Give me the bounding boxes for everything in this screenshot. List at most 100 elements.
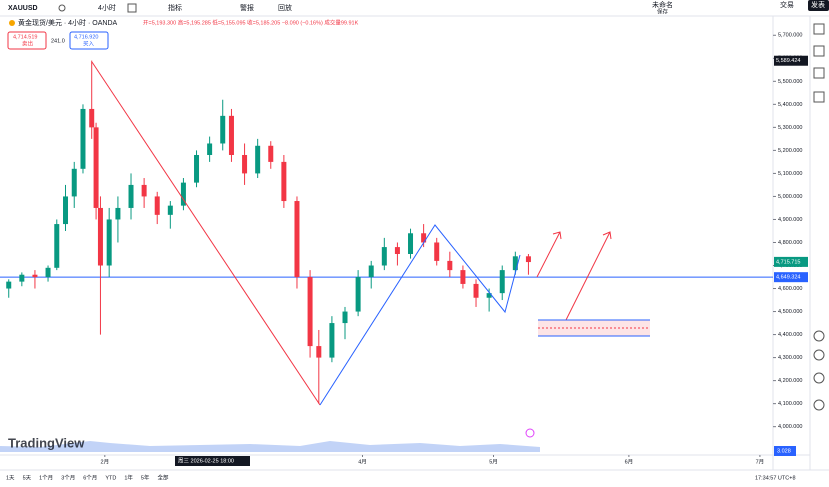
- save[interactable]: 保存: [657, 7, 669, 15]
- y-tick-label: 4,600.000: [778, 286, 802, 292]
- y-tick-label: 4,400.000: [778, 332, 802, 338]
- candle-body: [45, 267, 51, 278]
- legend-title: 黄金现货/美元 · 4小时 · OANDA: [18, 18, 118, 27]
- trend-line[interactable]: [319, 224, 521, 406]
- watchlist-icon[interactable]: [813, 23, 825, 35]
- sell-label[interactable]: 卖出: [22, 39, 33, 47]
- candle-body: [63, 196, 69, 225]
- x-tick-label: 2月: [101, 458, 110, 465]
- range-button[interactable]: 6个月: [83, 474, 97, 481]
- compare-icon[interactable]: [58, 4, 66, 12]
- y-tick-label: 5,100.000: [778, 171, 802, 177]
- y-tick-label: 5,400.000: [778, 102, 802, 108]
- price-label: 4,715.715: [776, 259, 800, 265]
- candle-body: [381, 247, 387, 266]
- candle-body: [220, 115, 226, 144]
- replay[interactable]: 回放: [278, 3, 292, 12]
- y-tick-label: 4,100.000: [778, 401, 802, 407]
- alerts-icon[interactable]: [813, 45, 825, 57]
- x-tick-label: 5月: [489, 458, 498, 465]
- volume-label: 3.028: [777, 448, 791, 454]
- ideas-icon[interactable]: [813, 349, 825, 361]
- chart-type-icon[interactable]: [127, 3, 137, 13]
- candle-body: [71, 168, 77, 197]
- candle-body: [19, 274, 25, 282]
- chat-icon[interactable]: [813, 91, 825, 103]
- candle-body: [460, 270, 466, 284]
- range-button[interactable]: 全部: [157, 473, 169, 481]
- buy-price[interactable]: 4,716.920: [74, 34, 98, 40]
- arrow[interactable]: [536, 231, 562, 278]
- trade[interactable]: 交易: [780, 0, 794, 9]
- news-icon[interactable]: [813, 372, 825, 384]
- y-tick-label: 5,300.000: [778, 125, 802, 131]
- spread: 241.0: [51, 38, 65, 44]
- candle-body: [167, 205, 173, 215]
- candle-body: [194, 154, 200, 183]
- candle-body: [180, 182, 186, 206]
- publish[interactable]: 发表: [811, 0, 825, 9]
- sell-price[interactable]: 4,714.519: [13, 34, 37, 40]
- volume-label-bg: [774, 446, 796, 456]
- candle-body: [228, 115, 234, 155]
- range-button[interactable]: 5年: [141, 473, 150, 481]
- candle-body: [434, 242, 440, 261]
- symbol[interactable]: XAUUSD: [8, 5, 38, 12]
- candle-body: [408, 233, 414, 254]
- candle-body: [115, 207, 121, 220]
- layers-icon[interactable]: [813, 67, 825, 79]
- candle-body: [32, 274, 38, 278]
- legend-ohlc: 开=5,193.300 高=5,195.285 低=5,155.095 收=5,…: [143, 18, 359, 26]
- sell-button[interactable]: [7, 31, 47, 50]
- y-tick-label: 5,500.000: [778, 79, 802, 85]
- interval[interactable]: 4小时: [98, 3, 116, 12]
- publish-button[interactable]: [808, 0, 829, 11]
- candle-body: [368, 265, 374, 278]
- range-button[interactable]: 1年: [124, 473, 133, 481]
- candle-body: [80, 108, 86, 169]
- candle-body: [207, 143, 213, 155]
- range-button[interactable]: 1个月: [39, 474, 53, 481]
- layout-name[interactable]: 未命名: [652, 0, 673, 9]
- clock: 17:34:57 UTC+8: [755, 475, 796, 481]
- range-button[interactable]: YTD: [105, 475, 116, 481]
- buy-button[interactable]: [69, 31, 109, 50]
- candle-body: [486, 293, 492, 298]
- event-icon[interactable]: [525, 428, 535, 438]
- candle-body: [242, 154, 248, 174]
- range-button[interactable]: 1天: [6, 474, 15, 481]
- help-icon[interactable]: [813, 330, 825, 342]
- buy-label[interactable]: 买入: [83, 39, 95, 47]
- candle-body: [294, 201, 300, 278]
- candle-body: [355, 277, 361, 312]
- candle-body: [54, 224, 60, 268]
- range-button[interactable]: 5天: [23, 474, 32, 481]
- volume-area: [0, 441, 540, 452]
- x-tick-label: 6月: [625, 458, 634, 465]
- y-tick-label: 5,200.000: [778, 148, 802, 154]
- candle-body: [6, 281, 12, 289]
- arrow[interactable]: [564, 231, 612, 323]
- indicators[interactable]: 指标: [168, 3, 182, 12]
- trend-line[interactable]: [91, 61, 321, 406]
- calendar-icon[interactable]: [813, 399, 825, 411]
- alert[interactable]: 警报: [240, 3, 254, 12]
- candle-body: [512, 256, 518, 271]
- price-label-bg: [774, 256, 808, 267]
- price-label-bg: [774, 55, 808, 66]
- candle-body: [268, 145, 274, 162]
- candle-body: [499, 270, 505, 294]
- price-label-bg: [774, 272, 808, 283]
- candle-body: [421, 233, 427, 243]
- range-button[interactable]: 3个月: [61, 474, 75, 481]
- drawings: [91, 61, 650, 438]
- range-bar: 1天 5天 1个月 3个月 6个月 YTD 1年 5年 全部: [6, 473, 169, 481]
- candle-body: [93, 127, 99, 208]
- candle-body: [342, 311, 348, 324]
- candle-body: [141, 184, 147, 197]
- y-tick-label: 4,900.000: [778, 217, 802, 223]
- candle-body: [255, 145, 261, 174]
- candle-body: [473, 283, 479, 298]
- y-tick-label: 4,200.000: [778, 378, 802, 384]
